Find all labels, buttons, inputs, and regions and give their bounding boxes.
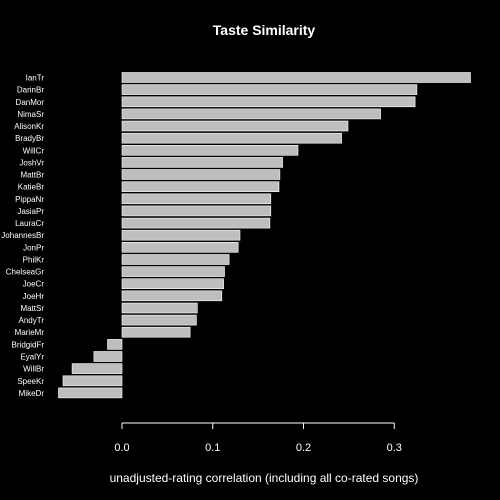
bar-IanTr [121, 72, 471, 83]
category-label-LauraCr: LauraCr [15, 219, 44, 228]
bar-ChelseaGr [121, 266, 225, 277]
chart-title: Taste Similarity [213, 22, 316, 38]
bar-DarinBr [121, 84, 418, 95]
bar-BradyBr [121, 132, 342, 144]
bar-NimaSr [121, 108, 381, 120]
bar-AndyTr [121, 314, 197, 326]
category-label-PippaNr: PippaNr [15, 195, 44, 204]
category-label-AndyTr: AndyTr [19, 316, 45, 325]
x-axis: 0.0 0.1 0.2 0.3 [114, 422, 402, 454]
category-label-MikeDr: MikeDr [19, 389, 45, 398]
bar-LauraCr [121, 217, 271, 229]
x-tick-label-0.2: 0.2 [296, 442, 311, 454]
category-label-WillCr: WillCr [23, 146, 45, 155]
bar-MattBr [121, 169, 281, 180]
category-label-JoshVr: JoshVr [19, 158, 44, 167]
category-labels: IanTr DarinBr DanMor NimaSr AlisonKr BradyBr W… [1, 74, 44, 398]
category-label-IanTr: IanTr [26, 74, 45, 83]
bar-MikeDr [58, 387, 123, 399]
bar-SpeeKr [62, 375, 123, 387]
category-label-NimaSr: NimaSr [17, 110, 44, 119]
category-label-ChelseaGr: ChelseaGr [6, 268, 45, 277]
bar-WillBr [71, 363, 123, 374]
category-label-MattBr: MattBr [20, 171, 44, 180]
bar-JoshVr [121, 157, 283, 168]
category-label-DanMor: DanMor [16, 98, 45, 107]
bar-MattSr [121, 302, 198, 314]
bar-BridgidFr [107, 339, 123, 350]
category-label-JoeCr: JoeCr [23, 280, 45, 289]
category-label-WillBr: WillBr [23, 365, 44, 374]
category-label-PhilKr: PhilKr [23, 256, 45, 265]
category-label-KatieBr: KatieBr [18, 183, 45, 192]
bar-KatieBr [121, 181, 280, 192]
x-tick-label-0.0: 0.0 [114, 442, 129, 454]
bar-JoeHr [121, 290, 223, 302]
category-label-JohannesBr: JohannesBr [1, 231, 44, 240]
category-label-SpeeKr: SpeeKr [17, 377, 44, 386]
category-label-EyalYr: EyalYr [20, 353, 44, 362]
bar-WillCr [121, 145, 299, 156]
category-label-MarieMr: MarieMr [15, 328, 45, 337]
category-label-JasiaPr: JasiaPr [17, 207, 44, 216]
category-label-JonPr: JonPr [23, 243, 44, 252]
bar-DanMor [121, 96, 416, 108]
bar-PhilKr [121, 254, 230, 265]
category-label-BradyBr: BradyBr [15, 134, 44, 143]
x-tick-label-0.1: 0.1 [205, 442, 220, 454]
x-tick-label-0.3: 0.3 [387, 442, 402, 454]
bar-MarieMr [121, 326, 191, 338]
bar-JoeCr [121, 278, 224, 290]
category-label-MattSr: MattSr [20, 304, 44, 313]
category-label-DarinBr: DarinBr [17, 86, 44, 95]
bar-JohannesBr [121, 229, 241, 241]
category-label-BridgidFr: BridgidFr [12, 340, 45, 349]
bar-JonPr [121, 242, 239, 253]
x-axis-label: unadjusted-rating correlation (including… [110, 471, 419, 485]
bars-group [58, 72, 471, 399]
category-label-AlisonKr: AlisonKr [14, 122, 44, 131]
bar-AlisonKr [121, 120, 349, 132]
bar-JasiaPr [121, 205, 272, 217]
category-label-JoeHr: JoeHr [23, 292, 45, 301]
bar-EyalYr [93, 351, 123, 362]
bar-PippaNr [121, 193, 272, 205]
